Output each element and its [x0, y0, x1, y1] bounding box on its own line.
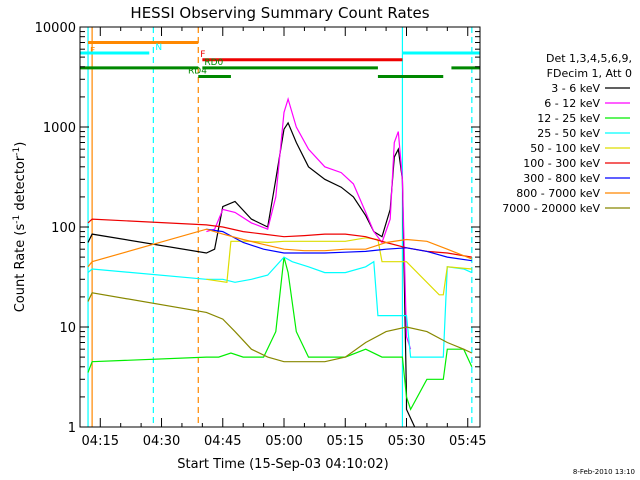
x-tick-label: 05:15	[327, 434, 364, 449]
y-tick-label: 10000	[35, 21, 76, 36]
legend-label: 100 - 300 keV	[523, 157, 600, 170]
series-line	[206, 237, 472, 296]
axis-ticks: 04:15 04:30 04:45 05:00 05:15 05:30 05:45 1 10 10…	[35, 21, 487, 449]
series-line	[206, 97, 412, 350]
legend: 3 - 6 keV 6 - 12 keV 12 - 25 keV 25 - 50 ke…	[502, 82, 630, 215]
x-tick-label: 04:45	[204, 434, 241, 449]
y-label-part-3: )	[13, 142, 28, 147]
status-bar-label: F	[200, 50, 205, 60]
y-tick-label: 100	[51, 221, 76, 236]
x-axis-label: Start Time (15-Sep-03 04:10:02)	[177, 457, 388, 472]
status-bar-label: RD4	[188, 66, 207, 76]
legend-label: 7000 - 20000 keV	[502, 202, 600, 215]
legend-label: 6 - 12 keV	[544, 97, 600, 110]
legend-label: 3 - 6 keV	[551, 82, 600, 95]
series-line	[87, 121, 416, 428]
legend-label: 50 - 100 keV	[530, 142, 600, 155]
series-line	[87, 256, 473, 358]
series-line	[87, 292, 473, 363]
legend-label: 12 - 25 keV	[537, 112, 600, 125]
series-line	[87, 218, 472, 258]
plot-frame	[79, 26, 481, 428]
legend-label: 800 - 7000 keV	[516, 187, 600, 200]
status-bar-label: RD0	[204, 58, 223, 68]
chart-title: HESSI Observing Summary Count Rates	[130, 4, 429, 22]
legend-header-1: Det 1,3,4,5,6,9,	[546, 52, 632, 65]
legend-label: 25 - 50 keV	[537, 127, 600, 140]
x-tick-label: 05:00	[265, 434, 302, 449]
x-tick-label: 05:30	[388, 434, 425, 449]
status-bar-label: N	[155, 43, 162, 53]
series-line	[206, 228, 472, 262]
x-tick-label: 04:30	[143, 434, 180, 449]
y-tick-label: 10	[59, 321, 76, 336]
y-tick-label: 1	[68, 421, 76, 436]
series-line	[87, 228, 473, 268]
x-tick-label: 05:45	[449, 434, 486, 449]
y-tick-label: 1000	[43, 121, 76, 136]
plot-area: FNFRD0RD4	[80, 27, 480, 428]
y-label-sup-2: -1	[12, 147, 22, 156]
y-axis-label: Count Rate (s-1 detector-1)	[12, 142, 28, 313]
series-line	[87, 256, 473, 411]
y-label-part-1: Count Rate (s	[13, 224, 28, 313]
x-tick-label: 04:15	[82, 434, 119, 449]
date-stamp: 8-Feb-2010 13:10	[573, 468, 635, 476]
y-label-sup-1: -1	[12, 215, 22, 224]
legend-label: 300 - 800 keV	[523, 172, 600, 185]
legend-header-2: FDecim 1, Att 0	[547, 67, 632, 80]
y-label-part-2: detector	[13, 155, 28, 215]
